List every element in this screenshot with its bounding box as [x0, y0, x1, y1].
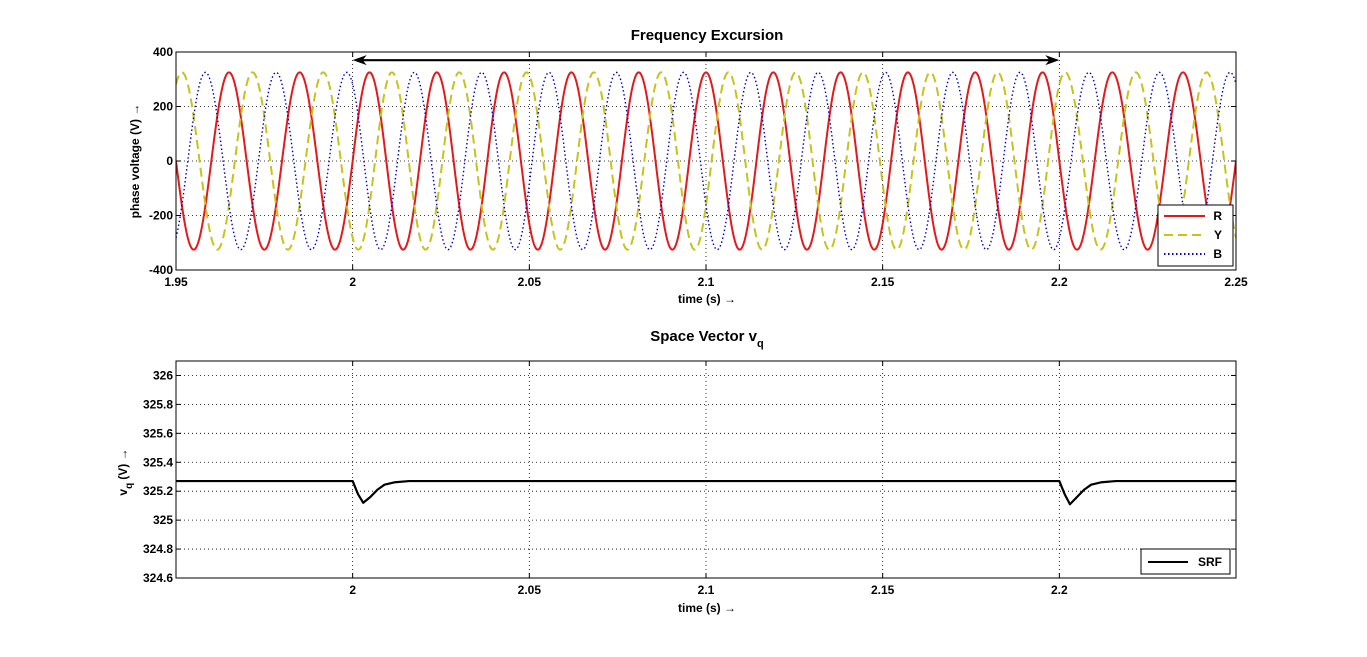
- bottom-y-label-var: v: [116, 489, 130, 496]
- y-tick-label: 325.8: [143, 397, 173, 411]
- arrow-head-left: [352, 55, 367, 66]
- x-tick-label: 2.15: [871, 583, 895, 597]
- top-chart-panel: 1.95 2 2.05 2.1 2.15 2.2 2.25 -400 -200 0 200 400 F…: [128, 27, 1248, 306]
- y-tick-label: 325.2: [143, 484, 173, 498]
- bottom-ticks: 2 2.05 2.1 2.15 2.2 324.6 324.8 325 325.2 325.4 32…: [143, 361, 1236, 597]
- y-tick-label: 326: [153, 368, 173, 382]
- legend-label-r: R: [1213, 209, 1222, 223]
- x-tick-label: 2.2: [1051, 275, 1068, 289]
- bottom-y-label-unit: (V) →: [116, 448, 130, 479]
- y-tick-label: 400: [153, 45, 173, 59]
- top-ticks: 1.95 2 2.05 2.1 2.15 2.2 2.25 -400 -200 0 200 400: [149, 45, 1248, 289]
- y-tick-label: 325.6: [143, 426, 173, 440]
- x-tick-label: 2.25: [1224, 275, 1248, 289]
- y-tick-label: 324.8: [143, 542, 173, 556]
- y-tick-label: 325.4: [143, 455, 173, 469]
- bottom-title-text: Space Vector v: [650, 328, 757, 345]
- bottom-title-subscript: q: [757, 338, 764, 350]
- arrow-head-right: [1045, 55, 1060, 66]
- bottom-legend: SRF: [1140, 548, 1231, 575]
- top-chart-title: Frequency Excursion: [631, 27, 784, 44]
- x-tick-label: 2.05: [518, 275, 542, 289]
- bottom-grid: [176, 361, 1236, 578]
- top-series-layer: [176, 71, 1236, 251]
- bottom-y-axis-label: vq (V) →: [116, 448, 135, 495]
- y-tick-label: -400: [149, 263, 173, 277]
- x-tick-label: 2.05: [518, 583, 542, 597]
- x-tick-label: 2.1: [698, 275, 715, 289]
- bottom-chart-title: Space Vector vq: [650, 328, 763, 350]
- series-line-b: [176, 71, 1236, 251]
- y-tick-label: 324.6: [143, 571, 173, 585]
- series-line-r: [176, 71, 1236, 251]
- bottom-y-label-subscript: q: [124, 483, 135, 489]
- top-x-axis-label: time (s) →: [678, 292, 736, 306]
- y-tick-label: 200: [153, 100, 173, 114]
- y-tick-label: 325: [153, 513, 173, 527]
- bottom-series-layer: [176, 479, 1236, 506]
- y-tick-label: -200: [149, 209, 173, 223]
- x-tick-label: 2: [349, 275, 356, 289]
- y-tick-label: 0: [166, 154, 173, 168]
- x-tick-label: 2.2: [1051, 583, 1068, 597]
- x-tick-label: 2.1: [698, 583, 715, 597]
- legend-label-b: B: [1213, 247, 1222, 261]
- legend-label-y: Y: [1214, 228, 1222, 242]
- series-line-srf: [176, 479, 1236, 506]
- top-y-axis-label: phase voltage (V) →: [128, 104, 142, 219]
- bottom-chart-panel: 2 2.05 2.1 2.15 2.2 324.6 324.8 325 325.2 325.4 32…: [116, 328, 1237, 615]
- legend-label-srf: SRF: [1198, 555, 1222, 569]
- top-legend: RYB: [1157, 204, 1234, 267]
- x-tick-label: 2: [349, 583, 356, 597]
- x-tick-label: 1.95: [164, 275, 188, 289]
- series-line-y: [176, 71, 1236, 251]
- excursion-double-arrow: [352, 55, 1060, 66]
- x-tick-label: 2.15: [871, 275, 895, 289]
- bottom-x-axis-label: time (s) →: [678, 601, 736, 615]
